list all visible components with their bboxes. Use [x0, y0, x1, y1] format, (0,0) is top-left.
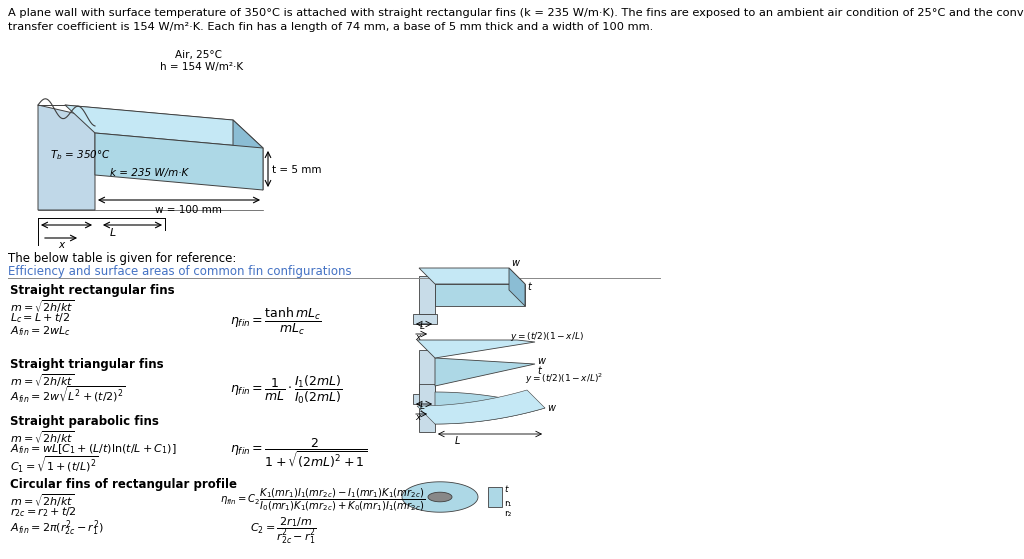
Polygon shape — [488, 487, 502, 507]
Text: $A_{fin} = 2wL_c$: $A_{fin} = 2wL_c$ — [10, 324, 71, 338]
Polygon shape — [435, 284, 525, 306]
Text: t: t — [504, 485, 508, 494]
Text: Circular fins of rectangular profile: Circular fins of rectangular profile — [10, 478, 237, 491]
Text: $y=(t/2)(1-x/L)^2$: $y=(t/2)(1-x/L)^2$ — [525, 372, 603, 386]
Polygon shape — [435, 358, 535, 386]
Polygon shape — [417, 340, 535, 358]
Text: $A_{fin} = wL[C_1 + (L/t)\ln(t/L + C_1)]$: $A_{fin} = wL[C_1 + (L/t)\ln(t/L + C_1)]… — [10, 442, 176, 456]
Text: transfer coefficient is 154 W/m²·K. Each fin has a length of 74 mm, a base of 5 : transfer coefficient is 154 W/m²·K. Each… — [8, 22, 653, 32]
Text: r₂: r₂ — [504, 509, 511, 518]
Text: t = 5 mm: t = 5 mm — [272, 165, 322, 175]
Text: L: L — [110, 228, 117, 238]
Text: $m = \sqrt{2h/kt}$: $m = \sqrt{2h/kt}$ — [10, 492, 75, 509]
Text: $m = \sqrt{2h/kt}$: $m = \sqrt{2h/kt}$ — [10, 298, 75, 315]
Text: $T_b$ = 350°C: $T_b$ = 350°C — [50, 148, 111, 162]
Polygon shape — [95, 133, 263, 190]
Text: $\eta_{fin} = \dfrac{2}{1 + \sqrt{(2mL)^2 + 1}}$: $\eta_{fin} = \dfrac{2}{1 + \sqrt{(2mL)^… — [230, 437, 368, 471]
Text: r₁: r₁ — [504, 499, 511, 508]
Polygon shape — [419, 268, 525, 284]
Polygon shape — [419, 350, 435, 394]
Polygon shape — [435, 392, 545, 424]
Text: $\eta_{fin} = \dfrac{1}{mL} \cdot \dfrac{I_1(2mL)}{I_0(2mL)}$: $\eta_{fin} = \dfrac{1}{mL} \cdot \dfrac… — [230, 374, 342, 406]
Text: $y=(t/2)(1-x/L)$: $y=(t/2)(1-x/L)$ — [510, 330, 584, 343]
Text: w = 100 mm: w = 100 mm — [155, 205, 222, 215]
Text: Straight parabolic fins: Straight parabolic fins — [10, 415, 159, 428]
Polygon shape — [419, 384, 435, 432]
Text: w: w — [511, 258, 519, 268]
Text: $C_1 = \sqrt{1 + (t/L)^2}$: $C_1 = \sqrt{1 + (t/L)^2}$ — [10, 455, 98, 475]
Text: $C_2 = \dfrac{2r_1/m}{r_{2c}^2 - r_1^2}$: $C_2 = \dfrac{2r_1/m}{r_{2c}^2 - r_1^2}$ — [250, 516, 316, 546]
Text: x: x — [415, 413, 421, 422]
Text: $A_{fin} = 2\pi(r_{2c}^2 - r_1^2)$: $A_{fin} = 2\pi(r_{2c}^2 - r_1^2)$ — [10, 518, 103, 538]
Polygon shape — [65, 105, 263, 148]
Text: w: w — [537, 356, 545, 366]
Polygon shape — [233, 120, 263, 190]
Text: k = 235 W/m·K: k = 235 W/m·K — [110, 168, 188, 178]
Text: x: x — [415, 333, 421, 342]
Text: t: t — [527, 282, 530, 292]
Polygon shape — [413, 394, 437, 404]
Polygon shape — [509, 268, 525, 306]
Text: $\eta_{fin} = C_2\dfrac{K_1(mr_1)I_1(mr_{2c}) - I_1(mr_1)K_1(mr_{2c})}{I_0(mr_1): $\eta_{fin} = C_2\dfrac{K_1(mr_1)I_1(mr_… — [220, 486, 425, 513]
Text: L: L — [420, 322, 425, 331]
Text: A plane wall with surface temperature of 350°C is attached with straight rectang: A plane wall with surface temperature of… — [8, 8, 1024, 18]
Polygon shape — [402, 482, 478, 512]
Text: $m = \sqrt{2h/kt}$: $m = \sqrt{2h/kt}$ — [10, 429, 75, 446]
Text: $m = \sqrt{2h/kt}$: $m = \sqrt{2h/kt}$ — [10, 372, 75, 389]
Text: Air, 25°C: Air, 25°C — [175, 50, 222, 60]
Polygon shape — [428, 492, 452, 502]
Text: Straight triangular fins: Straight triangular fins — [10, 358, 164, 371]
Text: x: x — [58, 240, 65, 250]
Text: $\eta_{fin} = \dfrac{\tanh mL_c}{mL_c}$: $\eta_{fin} = \dfrac{\tanh mL_c}{mL_c}$ — [230, 306, 322, 337]
Text: h = 154 W/m²·K: h = 154 W/m²·K — [160, 62, 243, 72]
Polygon shape — [417, 390, 545, 424]
Polygon shape — [419, 276, 435, 314]
Polygon shape — [38, 105, 95, 210]
Text: w: w — [547, 403, 555, 413]
Text: L: L — [455, 436, 461, 446]
Polygon shape — [413, 314, 437, 324]
Text: $L_c = L + t/2$: $L_c = L + t/2$ — [10, 311, 70, 325]
Text: Efficiency and surface areas of common fin configurations: Efficiency and surface areas of common f… — [8, 265, 351, 278]
Text: L: L — [420, 402, 425, 411]
Text: $r_{2c} = r_2 + t/2$: $r_{2c} = r_2 + t/2$ — [10, 505, 77, 519]
Text: Straight rectangular fins: Straight rectangular fins — [10, 284, 175, 297]
Text: $A_{fin} = 2w\sqrt{L^2 + (t/2)^2}$: $A_{fin} = 2w\sqrt{L^2 + (t/2)^2}$ — [10, 385, 126, 405]
Text: t: t — [537, 366, 541, 376]
Text: The below table is given for reference:: The below table is given for reference: — [8, 252, 237, 265]
